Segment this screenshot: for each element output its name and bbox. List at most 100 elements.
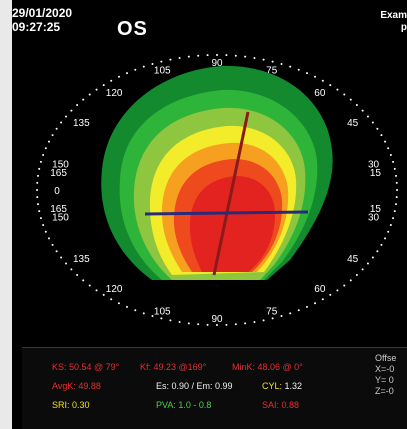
ring-dot xyxy=(102,84,105,87)
ring-dot xyxy=(169,58,172,61)
ring-dot xyxy=(349,279,352,282)
ring-dot xyxy=(244,55,247,58)
ring-dot xyxy=(336,289,339,292)
ring-dot xyxy=(349,98,352,101)
angle-tick-label: 120 xyxy=(106,88,123,99)
ring-dot xyxy=(151,62,154,65)
ring-dot xyxy=(51,243,54,246)
corneal-map: 105 90 75 120 60 135 45 150 30 165 15 0 15 165 30 150 45… xyxy=(12,40,407,350)
ring-dot xyxy=(117,75,120,78)
ring-dot xyxy=(197,54,200,57)
ring-dot xyxy=(117,302,120,305)
mink-value: MinK: 48.06 @ 0° xyxy=(232,362,303,372)
ring-dot xyxy=(234,54,237,57)
ring-dot xyxy=(178,321,181,324)
avgk-value: AvgK: 49.88 xyxy=(52,381,101,391)
angle-tick-label: 150 xyxy=(52,213,69,224)
ring-dot xyxy=(280,315,283,318)
ring-dot xyxy=(343,284,346,287)
ring-dot xyxy=(289,312,292,315)
ring-dot xyxy=(380,134,383,137)
ring-dot xyxy=(65,262,68,265)
ring-dot xyxy=(126,72,128,75)
ring-dot xyxy=(134,309,137,312)
angle-tick-label: 15 xyxy=(370,168,382,179)
ring-dot xyxy=(60,121,63,124)
ring-dot xyxy=(343,93,346,96)
sai-value: SAI: 0.88 xyxy=(262,400,300,410)
ring-dot xyxy=(134,68,137,71)
ring-dot xyxy=(297,68,300,71)
angle-tick-label: 120 xyxy=(106,284,123,295)
ring-dot xyxy=(314,302,317,305)
ring-dot xyxy=(88,93,91,96)
ring-dot xyxy=(355,273,358,276)
ring-dot xyxy=(321,79,324,82)
angle-tick-label: 0 xyxy=(54,186,60,197)
angle-tick-label: 135 xyxy=(73,118,90,129)
angle-tick-label: 90 xyxy=(211,58,223,69)
ring-dot xyxy=(36,196,39,199)
flat-axis-line xyxy=(144,210,309,216)
ring-dot xyxy=(216,54,218,56)
cyl-label: CYL: xyxy=(262,381,283,391)
offset-y: Y= 0 xyxy=(375,375,394,385)
keratometry-panel: KS: 50.54 @ 79° Kf: 49.23 @169° MinK: 48… xyxy=(22,347,407,429)
angle-tick-label: 165 xyxy=(50,168,67,179)
ring-dot xyxy=(396,189,398,191)
angle-tick-label: 90 xyxy=(211,314,223,325)
kf-value: Kf: 49.23 @169° xyxy=(140,362,207,372)
ring-dot xyxy=(47,237,50,240)
steep-axis-line xyxy=(212,111,250,276)
ring-dot xyxy=(47,140,50,143)
ring-dot xyxy=(380,243,383,246)
offset-x: X=-0 xyxy=(375,364,395,374)
topography-screen: 29/01/2020 09:27:25 OS Exam p 105 90 75 120… xyxy=(12,0,407,429)
exam-sub: p xyxy=(400,22,407,33)
exam-time: 09:27:25 xyxy=(12,20,61,34)
ks-value: KS: 50.54 @ 79° xyxy=(52,362,120,372)
offset-z: Z=-0 xyxy=(375,386,394,396)
exam-date: 29/01/2020 xyxy=(12,6,73,20)
exam-label: Exam xyxy=(380,10,407,21)
cyl-value: CYL: 1.32 xyxy=(262,381,302,391)
ring-dot xyxy=(82,98,85,101)
ring-dot xyxy=(70,268,73,271)
ring-dot xyxy=(253,321,256,324)
ring-dot xyxy=(389,223,392,226)
eye-label: OS xyxy=(117,18,148,40)
angle-tick-label: 45 xyxy=(347,118,359,129)
ring-dot xyxy=(36,203,39,206)
ring-dot xyxy=(39,217,42,220)
ring-dot xyxy=(38,167,41,170)
ring-dot xyxy=(76,104,79,107)
angle-tick-label: 105 xyxy=(154,66,171,77)
ring-dot xyxy=(60,256,63,259)
ring-dot xyxy=(216,324,218,326)
ring-dot xyxy=(395,174,398,177)
ring-dot xyxy=(51,134,54,137)
ring-dot xyxy=(169,319,172,322)
ring-dot xyxy=(55,127,58,130)
exam-info: Exam p xyxy=(380,10,407,34)
ring-dot xyxy=(393,167,396,170)
angle-tick-label: 165 xyxy=(50,204,67,215)
ring-dot xyxy=(36,189,38,191)
ring-dot xyxy=(126,305,128,308)
ring-dot xyxy=(271,60,274,63)
sri-value: SRI: 0.30 xyxy=(52,400,90,410)
angle-tick-label: 75 xyxy=(266,306,278,317)
angle-tick-label: 150 xyxy=(52,159,69,170)
ring-dot xyxy=(314,75,317,78)
ring-dot xyxy=(384,140,387,143)
ring-dot xyxy=(36,181,39,184)
angle-tick-label: 45 xyxy=(347,254,359,265)
angle-tick-label: 15 xyxy=(370,204,382,215)
ring-dot xyxy=(262,58,265,61)
angle-tick-label: 30 xyxy=(368,159,380,170)
ring-dot xyxy=(395,203,398,206)
ring-dot xyxy=(321,298,324,301)
ring-dot xyxy=(392,217,395,220)
ring-dot xyxy=(253,56,256,59)
